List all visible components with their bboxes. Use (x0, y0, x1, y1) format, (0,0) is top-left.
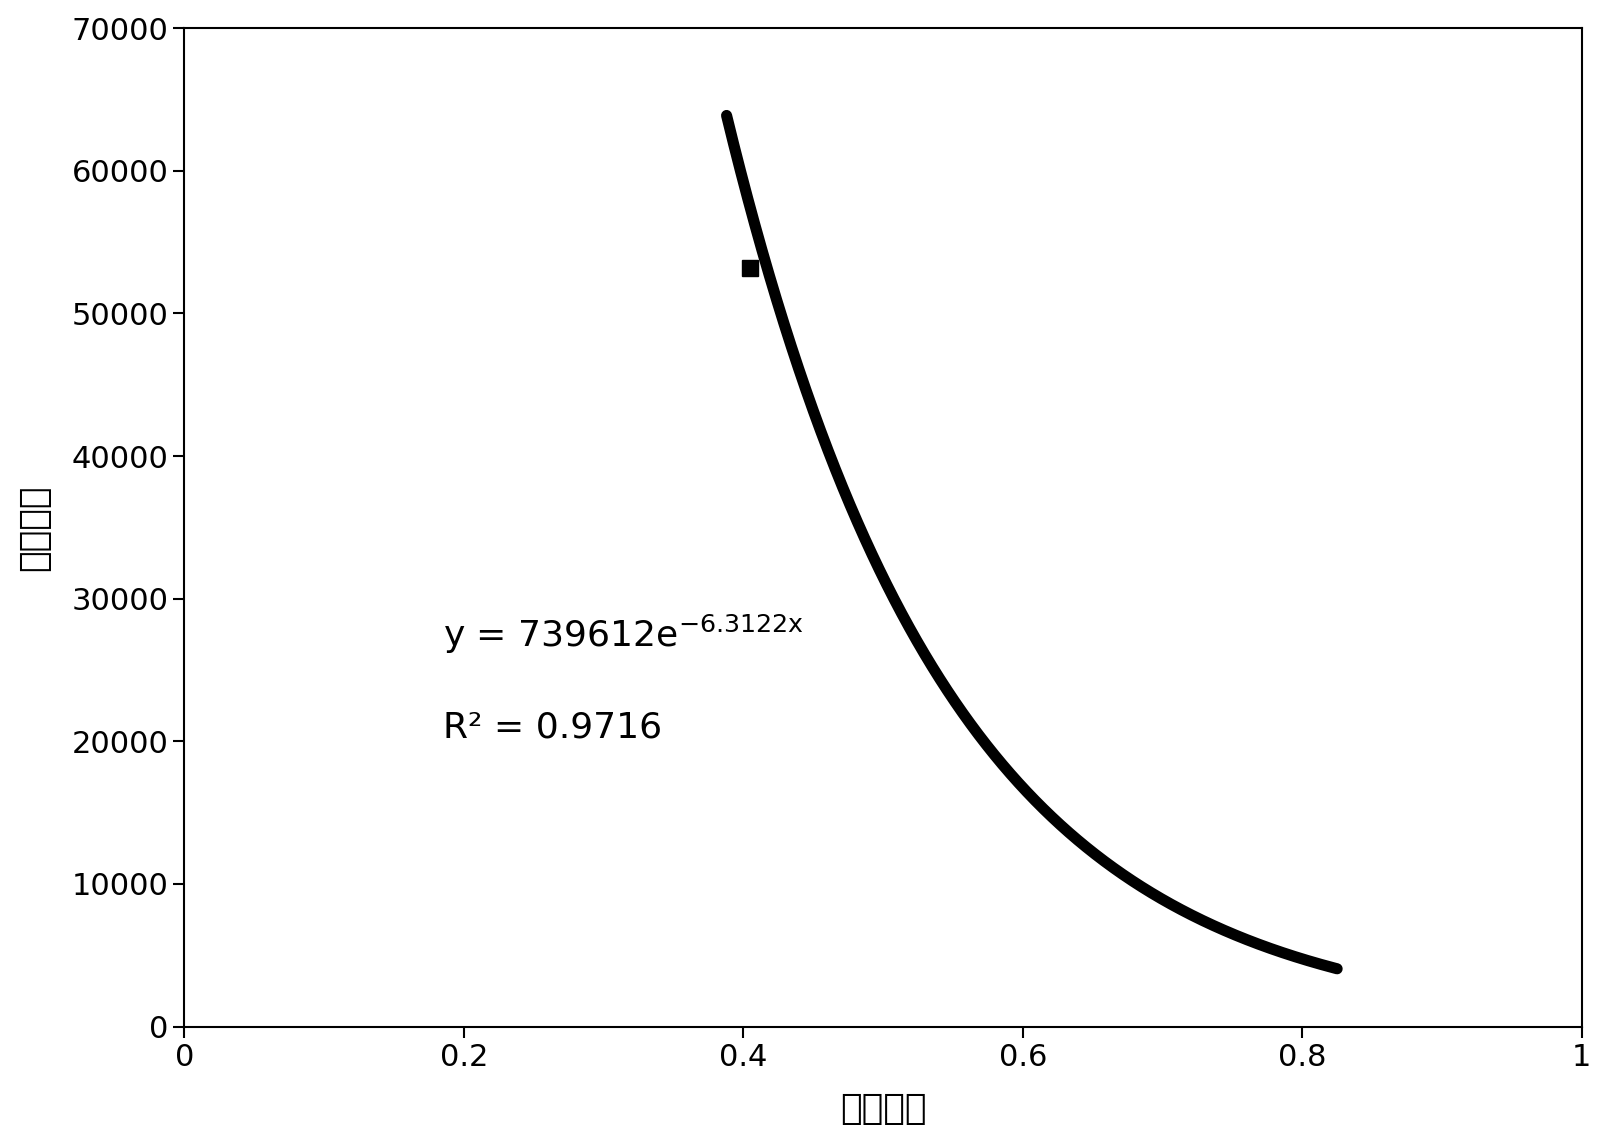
Text: y = 739612e$^{-6.3122\mathrm{x}}$: y = 739612e$^{-6.3122\mathrm{x}}$ (442, 613, 804, 656)
Text: R² = 0.9716: R² = 0.9716 (442, 710, 662, 744)
X-axis label: 放电深度: 放电深度 (839, 1093, 926, 1126)
Y-axis label: 循环次数: 循环次数 (16, 485, 51, 570)
